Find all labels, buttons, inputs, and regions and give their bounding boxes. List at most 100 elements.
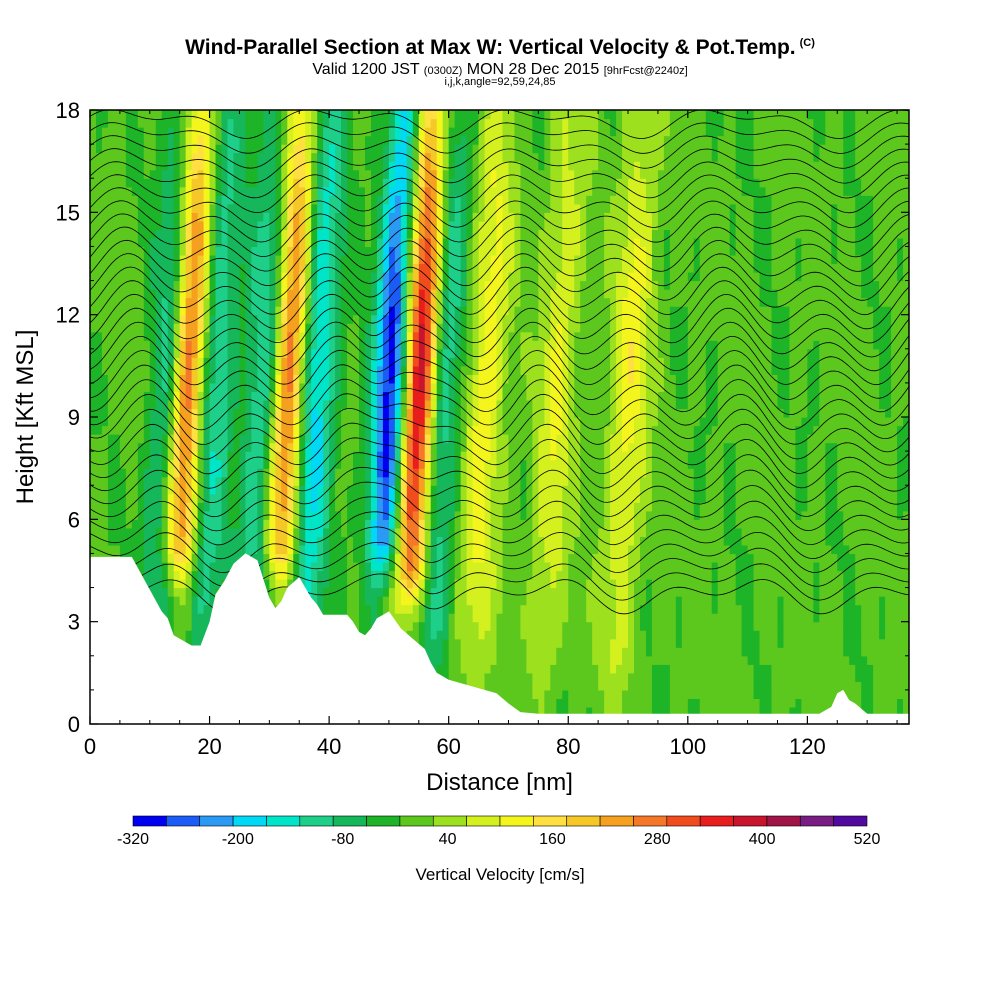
- velocity-cell: [347, 263, 354, 273]
- velocity-cell: [424, 272, 432, 282]
- velocity-cell: [335, 442, 342, 452]
- velocity-cell: [167, 161, 175, 171]
- velocity-cell: [436, 110, 444, 120]
- velocity-cell: [257, 417, 264, 427]
- velocity-cell: [323, 297, 330, 307]
- velocity-cell: [311, 527, 318, 537]
- velocity-cell: [149, 340, 157, 350]
- velocity-cell: [221, 254, 229, 265]
- velocity-cell: [233, 229, 241, 239]
- velocity-cell: [167, 365, 175, 375]
- velocity-cell: [376, 289, 384, 299]
- velocity-cell: [119, 237, 127, 248]
- velocity-cell: [185, 374, 193, 384]
- velocity-cell: [370, 118, 378, 128]
- velocity-cell: [496, 391, 504, 401]
- velocity-cell: [293, 186, 300, 196]
- velocity-cell: [275, 169, 282, 179]
- velocity-cell: [275, 596, 282, 606]
- velocity-cell: [370, 195, 378, 205]
- velocity-cell: [430, 544, 438, 555]
- velocity-cell: [466, 323, 474, 333]
- velocity-cell: [173, 289, 181, 299]
- velocity-cell: [143, 110, 151, 120]
- velocity-cell: [275, 186, 282, 196]
- velocity-cell: [412, 527, 420, 537]
- velocity-cell: [305, 212, 312, 222]
- velocity-cell: [227, 561, 235, 572]
- velocity-cell: [95, 476, 103, 486]
- velocity-cell: [430, 186, 438, 196]
- velocity-cell: [394, 527, 402, 537]
- velocity-cell: [287, 485, 294, 495]
- velocity-cell: [125, 493, 133, 503]
- velocity-cell: [173, 544, 181, 555]
- velocity-cell: [436, 630, 444, 640]
- velocity-cell: [95, 408, 103, 418]
- velocity-cell: [478, 178, 486, 188]
- velocity-cell: [173, 587, 181, 597]
- velocity-cell: [347, 553, 354, 563]
- velocity-cell: [382, 297, 390, 307]
- velocity-cell: [454, 630, 462, 640]
- velocity-cell: [95, 152, 103, 162]
- velocity-cell: [347, 596, 354, 606]
- velocity-cell: [185, 536, 193, 546]
- velocity-cell: [478, 195, 486, 205]
- velocity-cell: [329, 510, 336, 520]
- velocity-cell: [281, 510, 288, 520]
- velocity-cell: [251, 391, 258, 401]
- velocity-cell: [406, 587, 414, 597]
- velocity-cell: [119, 485, 127, 495]
- velocity-cell: [388, 442, 396, 452]
- velocity-cell: [382, 118, 390, 128]
- velocity-cell: [113, 527, 121, 537]
- velocity-cell: [353, 596, 360, 606]
- velocity-cell: [257, 357, 264, 367]
- velocity-cell: [293, 135, 300, 145]
- velocity-cell: [388, 220, 396, 230]
- velocity-cell: [448, 527, 456, 537]
- velocity-cell: [167, 613, 175, 623]
- velocity-cell: [388, 468, 396, 478]
- velocity-cell: [305, 323, 312, 333]
- velocity-cell: [305, 237, 312, 248]
- velocity-cell: [364, 476, 372, 486]
- velocity-cell: [90, 135, 97, 145]
- velocity-cell: [436, 621, 444, 631]
- velocity-cell: [484, 178, 492, 188]
- velocity-cell: [149, 425, 157, 435]
- velocity-cell: [490, 468, 498, 478]
- velocity-cell: [436, 570, 444, 580]
- velocity-cell: [400, 365, 408, 375]
- velocity-cell: [143, 476, 151, 486]
- velocity-cell: [329, 365, 336, 375]
- velocity-cell: [400, 527, 408, 537]
- velocity-cell: [400, 212, 408, 222]
- velocity-cell: [167, 331, 175, 341]
- velocity-cell: [400, 579, 408, 589]
- velocity-cell: [209, 306, 217, 316]
- velocity-cell: [197, 374, 205, 384]
- velocity-cell: [412, 340, 420, 350]
- velocity-cell: [484, 519, 492, 529]
- velocity-cell: [353, 289, 360, 299]
- velocity-cell: [430, 655, 438, 665]
- velocity-cell: [364, 229, 372, 239]
- velocity-cell: [179, 314, 187, 324]
- velocity-cell: [257, 510, 264, 520]
- velocity-cell: [95, 382, 103, 393]
- velocity-cell: [107, 434, 115, 444]
- velocity-cell: [335, 561, 342, 572]
- velocity-cell: [347, 485, 354, 495]
- velocity-cell: [347, 510, 354, 520]
- velocity-cell: [137, 297, 145, 307]
- velocity-cell: [490, 127, 498, 137]
- velocity-cell: [370, 110, 378, 120]
- velocity-cell: [137, 357, 145, 367]
- velocity-cell: [191, 127, 199, 137]
- velocity-cell: [203, 127, 211, 137]
- velocity-cell: [370, 434, 378, 444]
- velocity-cell: [317, 561, 324, 572]
- velocity-cell: [329, 604, 336, 614]
